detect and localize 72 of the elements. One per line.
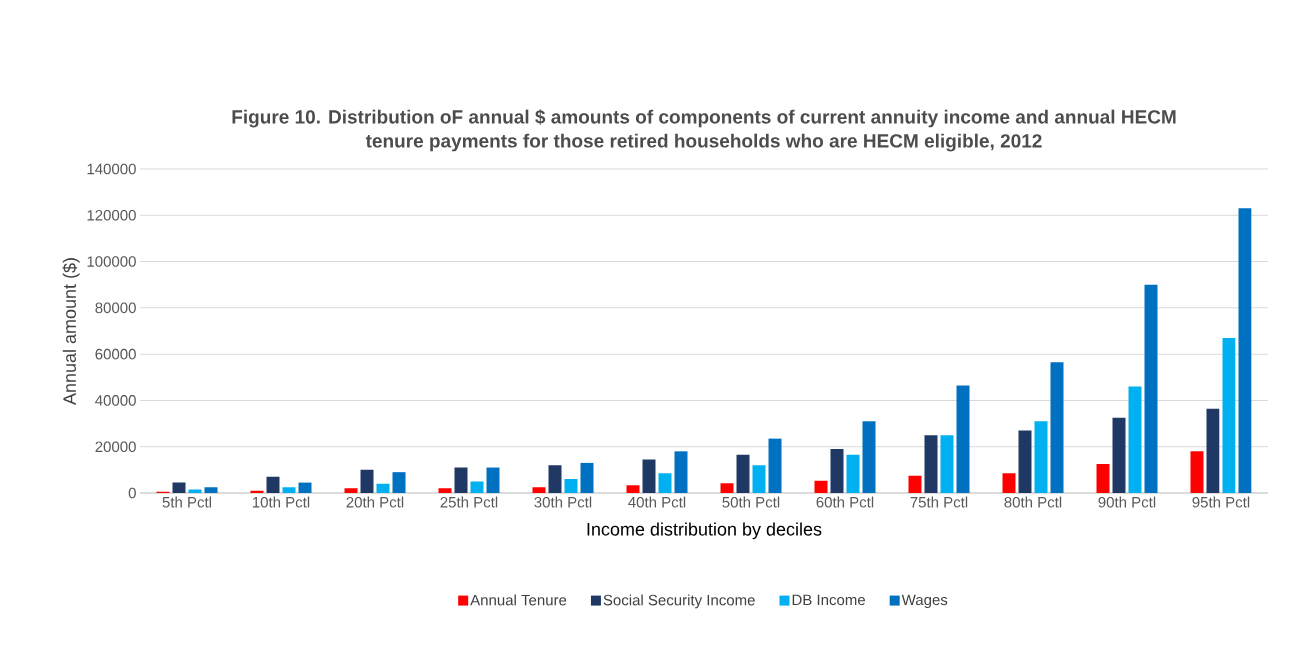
bar (344, 488, 358, 493)
x-tick-label: 95th Pctl (1192, 496, 1250, 508)
bar (1190, 451, 1204, 493)
bar (642, 459, 656, 493)
bar (1002, 473, 1016, 493)
bar (1018, 430, 1032, 493)
bar (846, 454, 860, 493)
y-tick-label: 20000 (95, 441, 136, 453)
bar (266, 476, 280, 493)
x-tick-label: 40th Pctl (628, 496, 686, 508)
bar (1112, 417, 1126, 493)
bar (862, 421, 876, 493)
chart-title: Figure 10. Distribution oF annual $ amounts of components of current annuity income and annual HECM tenure payments for those retired households who are HECM eligible, 2012 (232, 109, 1176, 152)
bar (172, 482, 186, 493)
y-tick-label: 100000 (87, 256, 136, 267)
x-tick-label: 75th Pctl (910, 496, 968, 508)
x-tick-label: 60th Pctl (816, 496, 874, 508)
bar (830, 449, 844, 493)
bar (1206, 408, 1220, 493)
y-tick-label: 40000 (95, 395, 136, 406)
bar (908, 475, 922, 493)
bar (956, 385, 970, 493)
bar (580, 462, 594, 493)
bar (940, 435, 954, 493)
bar (1096, 464, 1110, 493)
x-tick-label: 30th Pctl (534, 496, 592, 508)
x-tick-label: 50th Pctl (722, 496, 780, 508)
y-axis-title: Annual amount ($) (62, 258, 80, 406)
bar (282, 487, 296, 493)
bar (486, 467, 500, 493)
bar (360, 469, 374, 493)
legend-label: Wages (901, 594, 948, 609)
bar (204, 487, 218, 493)
x-tick-label: 20th Pctl (346, 496, 404, 508)
x-tick-label: 80th Pctl (1004, 496, 1062, 508)
x-tick-label: 25th Pctl (440, 496, 498, 508)
bar (564, 479, 578, 493)
y-tick-label: 0 (128, 487, 136, 499)
bar (376, 483, 390, 493)
bar (658, 473, 672, 493)
x-tick-label: 90th Pctl (1098, 496, 1156, 508)
bar (298, 482, 312, 493)
bar (454, 467, 468, 493)
bar (532, 487, 546, 493)
bar (1238, 208, 1252, 493)
bar (392, 472, 406, 493)
x-tick-label: 10th Pctl (252, 496, 310, 508)
bar (674, 451, 688, 493)
y-tick-label: 120000 (87, 209, 136, 221)
bar (438, 488, 452, 493)
bar (626, 485, 640, 493)
bar (736, 454, 750, 493)
bar (470, 481, 484, 493)
y-tick-label: 80000 (95, 302, 136, 314)
y-tick-label: 60000 (95, 348, 136, 360)
bar (1144, 284, 1158, 493)
bar (1222, 337, 1236, 493)
bar (1034, 421, 1048, 493)
bar (1128, 386, 1142, 493)
y-tick-label: 140000 (87, 163, 136, 175)
legend-label: Annual Tenure (470, 594, 567, 606)
bar (720, 483, 734, 493)
bar (768, 438, 782, 493)
x-axis-title: Income distribution by deciles (587, 522, 822, 540)
x-tick-label: 5th Pctl (162, 496, 211, 508)
bar (1050, 362, 1064, 493)
bar (548, 465, 562, 493)
bar (924, 435, 938, 493)
bar (814, 480, 828, 493)
bar (752, 465, 766, 493)
legend-label: Social Security Income (603, 594, 755, 609)
legend-label: DB Income (792, 594, 865, 606)
